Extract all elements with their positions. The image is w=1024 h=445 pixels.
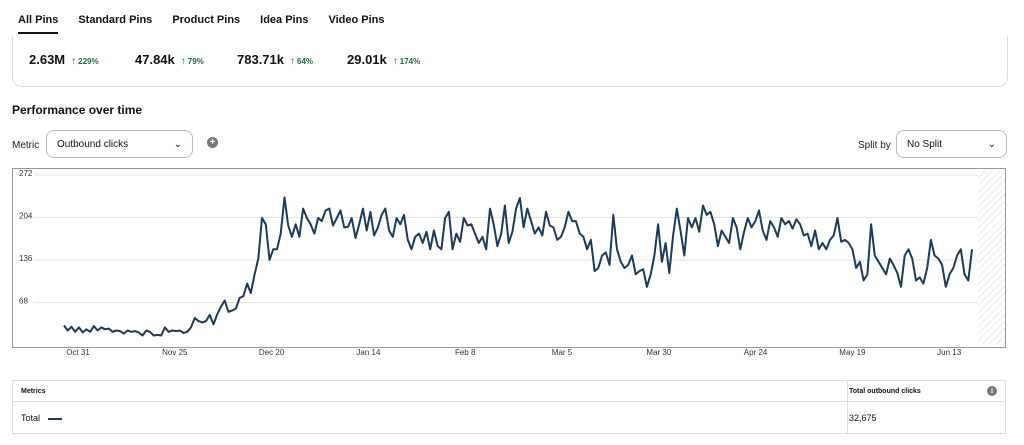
performance-chart: 68 136 204 272 <box>12 168 1006 348</box>
chevron-down-icon: ⌄ <box>173 138 182 150</box>
x-tick-label: Feb 8 <box>454 348 476 357</box>
chevron-down-icon: ⌄ <box>987 138 996 150</box>
section-title: Performance over time <box>12 103 143 117</box>
kpi-2: 47.84k ↑ 79% <box>135 52 204 67</box>
tab-idea-pins[interactable]: Idea Pins <box>260 14 309 26</box>
tab-all-pins[interactable]: All Pins <box>18 14 59 34</box>
arrow-up-icon: ↑ <box>71 56 77 67</box>
split-select[interactable]: No Split ⌄ <box>896 130 1007 158</box>
arrow-up-icon: ↑ <box>392 56 398 67</box>
y-tick-label: 204 <box>19 212 33 221</box>
x-tick-label: Jan 14 <box>356 348 381 357</box>
row-value: 32,675 <box>849 413 877 423</box>
x-tick-label: Mar 30 <box>646 348 672 357</box>
x-tick-label: Dec 20 <box>258 348 285 357</box>
table-row: Total 32,675 <box>13 401 1005 435</box>
table-divider <box>847 381 848 433</box>
kpi-4: 29.01k ↑ 174% <box>347 52 420 67</box>
kpi-summary-card: 2.63M ↑ 229% 47.84k ↑ 79% 783.71k ↑ 64% 29.… <box>12 36 1008 87</box>
metrics-table: Metrics Total outbound clicks i Total 32… <box>12 380 1006 434</box>
kpi-value: 47.84k <box>135 52 175 67</box>
info-icon[interactable]: i <box>987 386 997 396</box>
total-clicks-header: Total outbound clicks <box>849 388 921 395</box>
tab-video-pins[interactable]: Video Pins <box>328 14 385 26</box>
arrow-up-icon: ↑ <box>290 56 295 67</box>
legend-swatch <box>48 417 63 420</box>
x-tick-label: Nov 25 <box>162 348 188 357</box>
kpi-change: ↑ 64% <box>290 56 314 67</box>
arrow-up-icon: ↑ <box>180 56 186 67</box>
tab-product-pins[interactable]: Product Pins <box>172 14 241 26</box>
x-tick-label: Apr 24 <box>743 348 768 357</box>
kpi-change: ↑ 229% <box>71 56 99 67</box>
plus-circle-icon[interactable]: + <box>207 137 218 148</box>
tab-standard-pins[interactable]: Standard Pins <box>78 14 153 26</box>
y-tick-label: 68 <box>19 297 28 306</box>
metric-select[interactable]: Outbound clicks ⌄ <box>46 130 193 158</box>
x-tick-label: Mar 5 <box>551 348 573 357</box>
x-axis-labels: Oct 31 Nov 25 Dec 20 Jan 14 Feb 8 Mar 5 Mar 30… <box>0 348 1024 362</box>
kpi-change: ↑ 79% <box>180 56 204 67</box>
row-label: Total <box>21 413 63 423</box>
y-tick-label: 272 <box>19 169 33 178</box>
x-tick-label: Oct 31 <box>66 348 90 357</box>
chart-frame <box>12 168 1006 348</box>
x-tick-label: May 19 <box>839 348 866 357</box>
kpi-value: 2.63M <box>29 52 66 67</box>
metric-select-value: Outbound clicks <box>57 138 129 150</box>
kpi-value: 783.71k <box>237 52 284 67</box>
chart-svg: 68 136 204 272 <box>12 168 1006 348</box>
future-hatch <box>978 171 1005 345</box>
kpi-change: ↑ 174% <box>392 56 421 67</box>
kpi-1: 2.63M ↑ 229% <box>29 52 99 67</box>
split-select-value: No Split <box>907 138 943 150</box>
metrics-header: Metrics <box>21 388 46 395</box>
x-tick-label: Jun 13 <box>937 348 962 357</box>
kpi-value: 29.01k <box>347 52 387 67</box>
metrics-table-header: Metrics Total outbound clicks i <box>13 381 1005 402</box>
split-label: Split by <box>858 140 891 151</box>
kpi-3: 783.71k ↑ 64% <box>237 52 313 67</box>
series-line-total <box>63 196 973 337</box>
pin-type-tabs: All Pins Standard Pins Product Pins Idea… <box>18 14 405 34</box>
metric-label: Metric <box>12 140 40 151</box>
y-tick-label: 136 <box>19 254 33 263</box>
